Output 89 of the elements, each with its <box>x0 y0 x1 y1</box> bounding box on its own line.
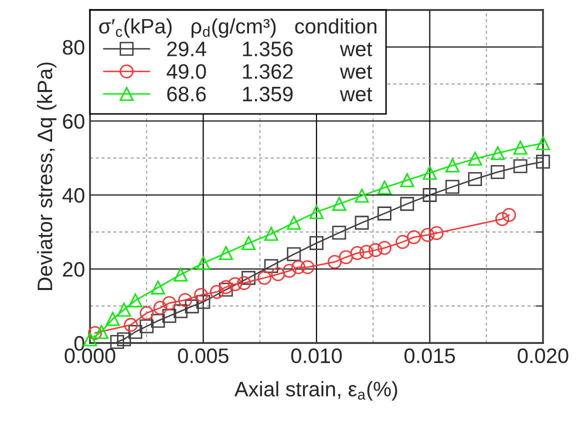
y-tick-label: 80 <box>62 40 84 55</box>
point <box>422 166 437 180</box>
point <box>420 228 434 242</box>
y-tick-label: 60 <box>63 114 84 129</box>
point <box>196 294 210 309</box>
point <box>140 306 154 320</box>
x-tick-label: 0.010 <box>291 348 342 364</box>
point <box>162 309 176 323</box>
point <box>406 230 421 244</box>
point <box>162 296 176 310</box>
point <box>536 154 550 169</box>
point <box>174 268 188 282</box>
point <box>117 302 131 317</box>
point <box>257 270 272 285</box>
point <box>400 173 414 188</box>
point <box>264 226 278 241</box>
legend-title: σ′$_{c}$(kPa) ρ$_{d}$(g/cm³) condition <box>99 18 376 38</box>
point <box>178 293 192 308</box>
x-tick-label: 0.020 <box>518 348 568 364</box>
point <box>271 267 285 282</box>
point <box>124 318 138 332</box>
point <box>291 260 306 274</box>
point <box>128 294 142 308</box>
y-tick-label: 40 <box>62 188 84 203</box>
point <box>502 208 516 222</box>
point <box>83 332 97 346</box>
legend-label: 49.0 1.362 wet <box>166 64 372 79</box>
point <box>378 240 392 255</box>
legend-label: 68.6 1.359 wet <box>167 86 372 102</box>
point <box>368 243 382 258</box>
point <box>94 324 108 339</box>
point <box>286 247 301 262</box>
point <box>350 246 364 260</box>
point <box>359 245 374 259</box>
point <box>300 260 314 274</box>
point <box>140 319 154 334</box>
point <box>264 259 278 273</box>
point <box>430 226 444 240</box>
point <box>378 206 392 220</box>
point <box>218 282 233 297</box>
point <box>151 280 165 294</box>
x-axis-title: Axial strain, ε$_{a}$(%) <box>234 381 398 401</box>
point <box>339 250 353 264</box>
point <box>354 188 369 203</box>
y-tick-label: 20 <box>63 262 84 277</box>
point <box>536 136 550 150</box>
point <box>286 216 301 230</box>
point <box>445 180 460 194</box>
point <box>400 196 414 211</box>
point <box>242 270 256 285</box>
y-axis-title: Deviator stress, Δq (kPa) <box>36 62 56 290</box>
point <box>210 284 224 299</box>
point <box>310 205 324 219</box>
legend-label: 29.4 1.356 wet <box>167 42 372 56</box>
point <box>282 264 296 278</box>
point <box>196 256 210 270</box>
point <box>88 326 102 340</box>
point <box>422 188 437 202</box>
point <box>445 158 460 172</box>
point <box>468 152 482 166</box>
point <box>218 280 233 294</box>
point <box>328 255 342 269</box>
point <box>106 312 120 326</box>
point <box>117 332 131 346</box>
point <box>468 172 482 186</box>
x-tick-label: 0.015 <box>404 348 455 364</box>
point <box>490 146 505 160</box>
point <box>378 180 392 195</box>
point <box>151 314 165 328</box>
point <box>218 246 233 260</box>
point <box>110 334 124 349</box>
point <box>396 235 410 249</box>
point <box>174 304 188 318</box>
point <box>153 300 168 315</box>
point <box>194 288 208 302</box>
point <box>490 165 505 180</box>
x-tick-label: 0.005 <box>178 348 228 364</box>
point <box>242 236 256 250</box>
point <box>354 216 369 230</box>
point <box>237 276 251 290</box>
point <box>310 236 324 250</box>
point <box>513 140 528 155</box>
point <box>495 212 510 226</box>
point <box>513 159 528 174</box>
point <box>332 226 346 240</box>
point <box>128 324 142 339</box>
point <box>228 277 242 292</box>
point <box>184 299 199 314</box>
point <box>332 196 346 211</box>
